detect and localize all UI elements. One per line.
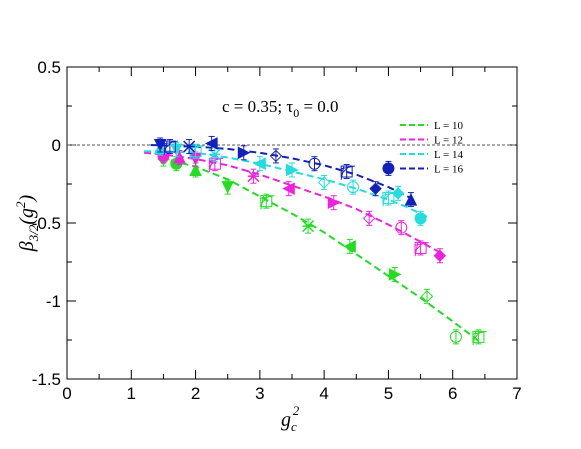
x-axis-title: gc2 [281,403,300,434]
data-point [347,181,360,194]
data-point [472,330,487,346]
data-point [237,146,251,160]
data-point [169,143,183,157]
x-tick-label: 4 [319,384,328,403]
data-point [205,137,218,150]
legend-label: L = 14 [434,149,464,161]
data-point [369,182,382,195]
data-point [163,140,179,155]
data-point [362,212,376,225]
data-point [286,163,299,177]
data-point [189,145,204,160]
data-point [189,163,202,176]
x-tick-label: 6 [448,384,457,403]
data-point [404,192,418,206]
data-point [247,170,260,183]
x-tick-label: 3 [255,384,264,403]
data-point [282,182,295,195]
y-tick-label: -1.5 [32,370,61,389]
svg-text:gc2: gc2 [281,403,300,434]
data-point [340,165,355,180]
fit-curve [144,151,444,256]
data-point [391,187,405,200]
data-point [343,240,356,253]
svg-text:β3/2(g2): β3/2(g2) [13,194,41,252]
x-tick-label: 7 [512,384,521,403]
y-tick-label: -1 [46,292,61,311]
annotation-text: c = 0.35; τ0 = 0.0 [222,97,339,120]
legend-label: L = 12 [434,135,463,147]
fit-curve [159,156,483,344]
data-point [253,157,266,171]
data-points [153,135,487,346]
data-point [153,139,167,152]
data-point [420,290,434,303]
data-point [221,181,235,194]
data-point [414,212,427,225]
data-point [208,157,224,173]
legend-label: L = 10 [434,120,464,132]
data-point [388,268,402,281]
data-point [327,196,341,210]
y-tick-label: 0 [52,136,61,155]
data-point [433,249,447,262]
data-point [269,149,283,163]
data-point [302,220,315,233]
x-tick-label: 1 [127,384,136,403]
data-point [414,241,429,257]
data-point [382,162,395,175]
x-tick-label: 0 [62,384,71,403]
tick-labels: 0 1 2 3 4 5 6 7 -1.5 -1 -0.5 0 0.5 [32,58,522,403]
x-tick-label: 5 [384,384,393,403]
data-point [449,330,462,343]
y-axis-title: β3/2(g2) [13,194,41,252]
data-point [260,195,275,210]
x-tick-label: 2 [191,384,200,403]
data-point [308,157,321,170]
data-point [183,140,196,153]
y-tick-label: 0.5 [37,58,61,77]
legend: L = 10 L = 12 L = 14 L = 16 [400,120,464,176]
data-point [173,150,186,164]
y-tick-label: -0.5 [32,214,61,233]
data-point [317,176,331,189]
data-point [395,221,408,234]
legend-label: L = 16 [434,164,464,176]
